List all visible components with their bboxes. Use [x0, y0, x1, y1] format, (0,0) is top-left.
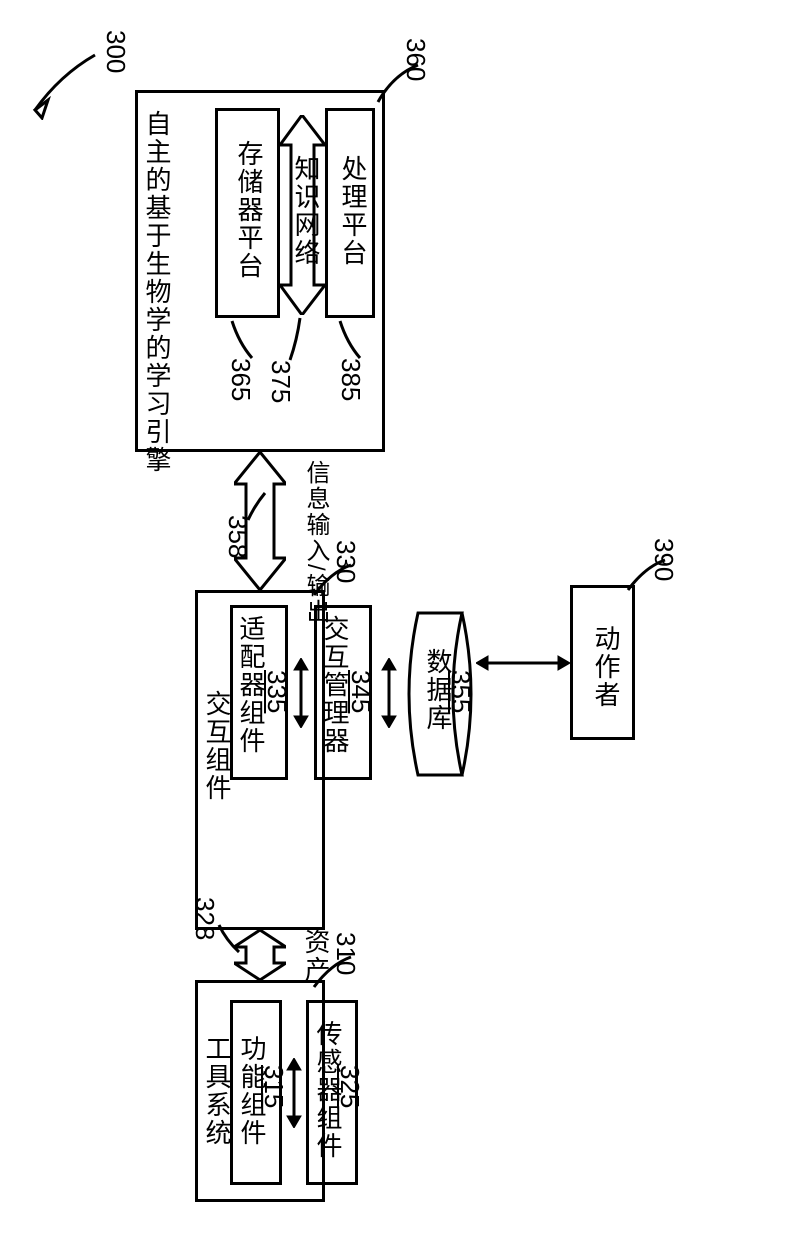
knowledge-leader [285, 315, 315, 365]
processing-label: 处理平台 [335, 155, 372, 267]
processing-leader [335, 318, 365, 363]
processing-ref: 385 [335, 358, 366, 401]
interaction-ref: 330 [330, 540, 361, 583]
adapter-manager-arrow [288, 658, 314, 728]
asset-ref: 328 [189, 897, 220, 940]
engine-title: 自主的基于生物学的学习引擎 [139, 110, 176, 474]
func-sensor-arrow [282, 1058, 306, 1128]
storage-label: 存储器平台 [231, 140, 268, 280]
knowledge-ref: 375 [265, 360, 296, 403]
actor-label: 动作者 [588, 625, 625, 709]
storage-leader [227, 318, 257, 363]
tool-ref: 310 [330, 932, 361, 975]
db-actor-arrow [476, 628, 570, 698]
sensor-ref: 325 [334, 1065, 365, 1108]
manager-db-arrow [372, 658, 406, 728]
database-ref: 355 [445, 670, 476, 713]
storage-ref: 365 [225, 358, 256, 401]
knowledge-label: 知识网络 [288, 155, 325, 267]
engine-ref: 360 [400, 38, 431, 81]
actor-ref: 390 [648, 538, 679, 581]
figure-ref-number: 300 [100, 30, 131, 73]
io-ref: 358 [222, 515, 253, 558]
